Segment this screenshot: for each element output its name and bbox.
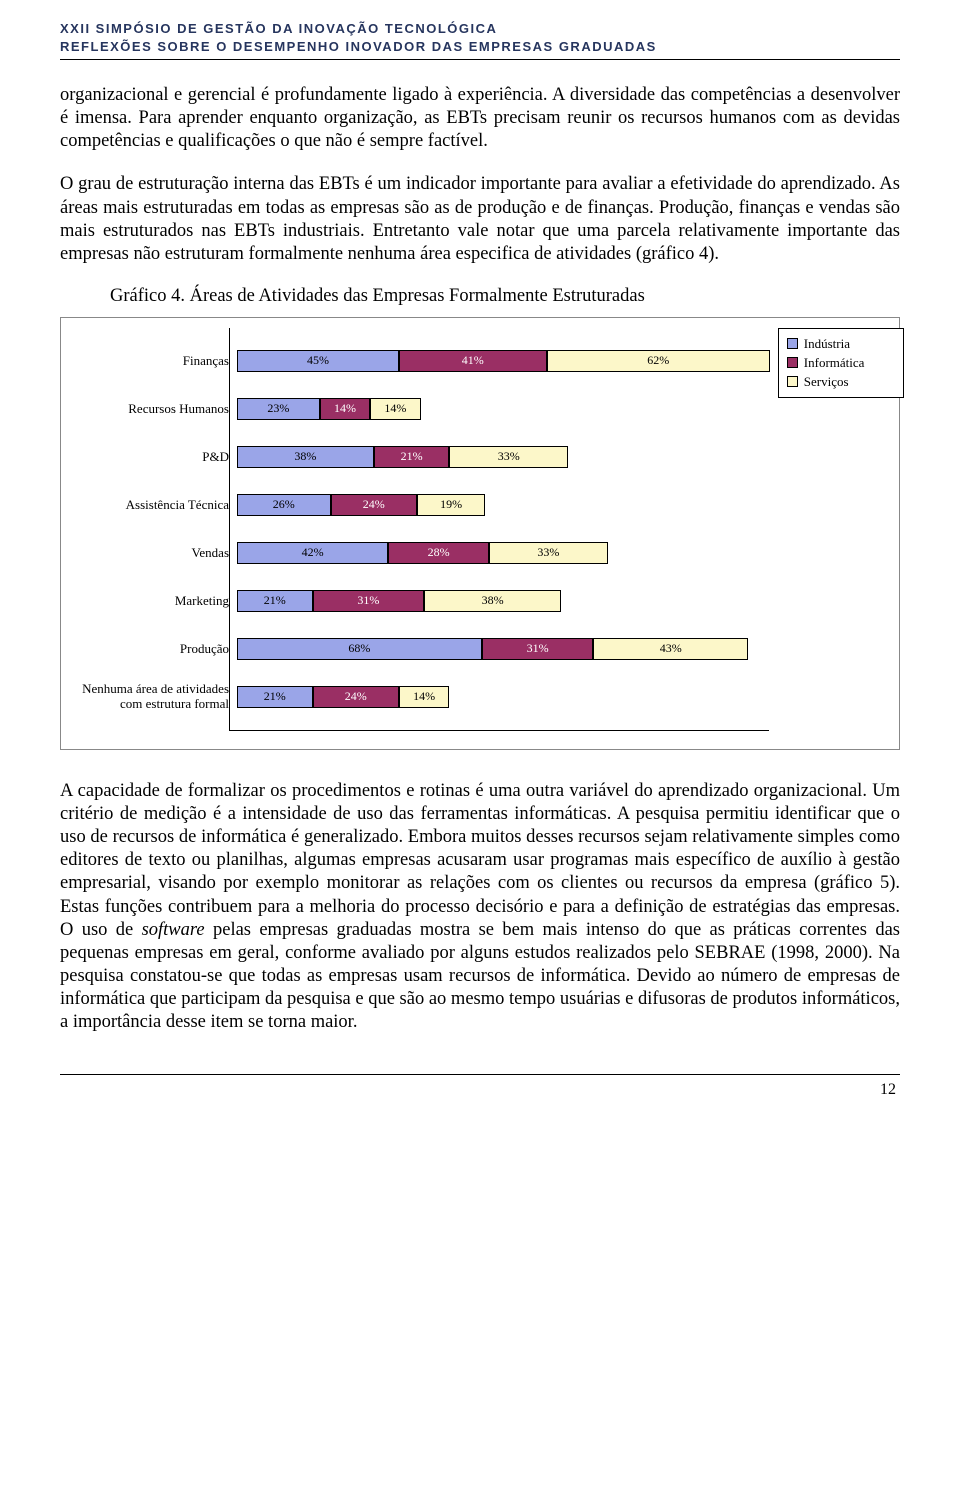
chart-bar-segment: 24% [313,686,399,708]
chart-category-label: Nenhuma área de atividades com estrutura… [69,682,237,712]
chart-category-label: Finanças [69,354,237,369]
chart-bar-segment: 68% [237,638,482,660]
legend-swatch [787,338,798,349]
chart-bar-segment: 26% [237,494,331,516]
chart-legend: Indústria Informática Serviços [778,328,904,398]
header-line-1: XXII Simpósio de Gestão da Inovação Tecn… [60,20,900,38]
footer-divider [60,1074,900,1075]
chart-container: Finanças45%41%62%Recursos Humanos23%14%1… [60,317,900,750]
chart-row: Recursos Humanos23%14%14% [69,394,770,424]
legend-label: Indústria [804,336,850,352]
chart-bar-group: 45%41%62% [237,350,770,372]
chart-bar-group: 21%24%14% [237,686,449,708]
chart-bar-segment: 14% [320,398,370,420]
chart-bar-group: 38%21%33% [237,446,568,468]
legend-label: Informática [804,355,865,371]
legend-swatch [787,357,798,368]
chart-category-label: P&D [69,450,237,465]
header-line-2: Reflexões Sobre o Desempenho Inovador da… [60,38,900,56]
header-divider [60,59,900,60]
legend-item: Serviços [787,374,895,390]
chart-bar-segment: 38% [237,446,374,468]
chart-bar-group: 23%14%14% [237,398,421,420]
chart-category-label: Recursos Humanos [69,402,237,417]
chart-bar-segment: 45% [237,350,399,372]
chart-category-label: Assistência Técnica [69,498,237,513]
paragraph-2: O grau de estruturação interna das EBTs … [60,173,900,266]
chart-bar-group: 26%24%19% [237,494,485,516]
chart-bar-segment: 33% [449,446,568,468]
chart-bar-segment: 14% [370,398,420,420]
chart-category-label: Vendas [69,546,237,561]
chart-bar-segment: 21% [237,686,313,708]
chart-bar-segment: 62% [547,350,770,372]
legend-swatch [787,376,798,387]
chart-bar-segment: 31% [313,590,425,612]
chart-row: Nenhuma área de atividades com estrutura… [69,682,770,712]
chart-bar-segment: 14% [399,686,449,708]
chart-row: Produção68%31%43% [69,634,770,664]
chart-bar-segment: 33% [489,542,608,564]
chart-bar-segment: 23% [237,398,320,420]
chart-bar-segment: 28% [388,542,489,564]
legend-label: Serviços [804,374,849,390]
chart-row: Assistência Técnica26%24%19% [69,490,770,520]
chart-bar-segment: 42% [237,542,388,564]
paragraph-1: organizacional e gerencial é profundamen… [60,84,900,153]
chart-title: Gráfico 4. Áreas de Atividades das Empre… [60,286,900,307]
chart-bar-segment: 19% [417,494,485,516]
header: XXII Simpósio de Gestão da Inovação Tecn… [60,20,900,55]
chart-row: Vendas42%28%33% [69,538,770,568]
paragraph-3: A capacidade de formalizar os procedimen… [60,780,900,1034]
chart-bar-group: 68%31%43% [237,638,748,660]
chart-bar-segment: 24% [331,494,417,516]
chart-row: Finanças45%41%62% [69,346,770,376]
chart-bar-group: 42%28%33% [237,542,608,564]
chart-category-label: Produção [69,642,237,657]
chart-plot-area: Finanças45%41%62%Recursos Humanos23%14%1… [69,328,770,731]
legend-item: Informática [787,355,895,371]
chart-bar-segment: 21% [237,590,313,612]
chart-row: P&D38%21%33% [69,442,770,472]
chart-bar-segment: 21% [374,446,450,468]
chart-bar-segment: 43% [593,638,748,660]
chart-bar-segment: 31% [482,638,594,660]
legend-item: Indústria [787,336,895,352]
chart-bar-group: 21%31%38% [237,590,561,612]
chart-row: Marketing21%31%38% [69,586,770,616]
chart-bar-segment: 41% [399,350,547,372]
chart-x-axis [229,730,769,731]
page-number: 12 [60,1081,900,1099]
chart-y-axis [229,328,230,731]
chart-category-label: Marketing [69,594,237,609]
chart-bar-segment: 38% [424,590,561,612]
